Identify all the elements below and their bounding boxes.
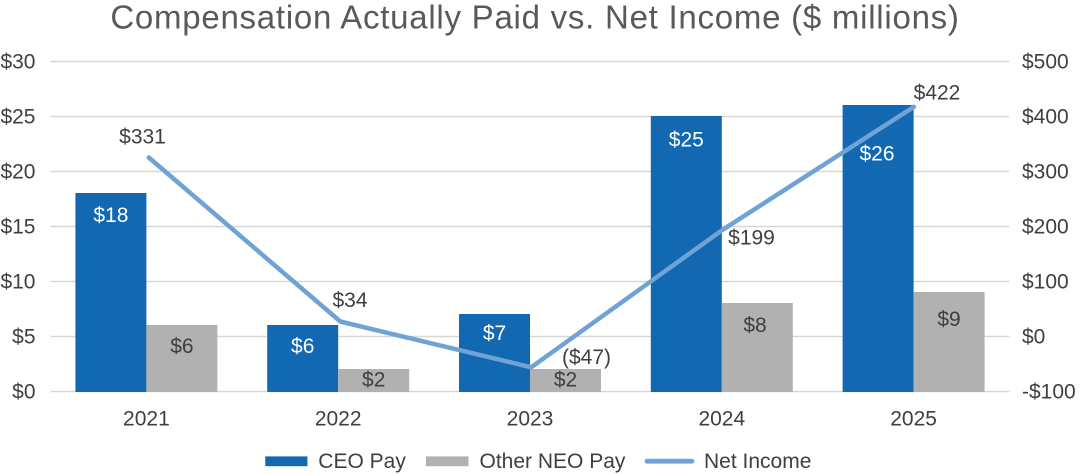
svg-text:$18: $18 xyxy=(93,204,128,227)
svg-text:$500: $500 xyxy=(1022,51,1069,74)
svg-text:($47): ($47) xyxy=(562,346,611,369)
svg-text:Other NEO Pay: Other NEO Pay xyxy=(480,450,626,473)
svg-text:2022: 2022 xyxy=(315,408,362,431)
svg-text:$34: $34 xyxy=(332,289,367,312)
svg-text:$6: $6 xyxy=(170,335,193,358)
svg-text:$2: $2 xyxy=(362,369,385,392)
svg-text:2025: 2025 xyxy=(890,408,937,431)
svg-text:$422: $422 xyxy=(914,82,961,105)
svg-text:$8: $8 xyxy=(743,314,766,337)
svg-text:2021: 2021 xyxy=(123,408,170,431)
svg-text:$9: $9 xyxy=(937,308,960,331)
svg-text:$30: $30 xyxy=(0,51,35,74)
svg-text:Compensation Actually Paid vs.: Compensation Actually Paid vs. Net Incom… xyxy=(110,0,959,36)
svg-text:-$100: -$100 xyxy=(1022,381,1076,404)
svg-text:$400: $400 xyxy=(1022,106,1069,129)
svg-text:$0: $0 xyxy=(1022,326,1045,349)
svg-text:$20: $20 xyxy=(0,161,35,184)
svg-text:$100: $100 xyxy=(1022,271,1069,294)
svg-text:Net Income: Net Income xyxy=(704,450,811,473)
svg-text:$26: $26 xyxy=(859,143,894,166)
svg-text:2024: 2024 xyxy=(698,408,745,431)
svg-text:$6: $6 xyxy=(291,335,314,358)
svg-text:$199: $199 xyxy=(728,227,775,250)
svg-text:CEO Pay: CEO Pay xyxy=(318,450,406,473)
svg-text:$10: $10 xyxy=(0,271,35,294)
svg-text:$25: $25 xyxy=(0,106,35,129)
svg-text:$7: $7 xyxy=(483,322,506,345)
svg-text:$0: $0 xyxy=(12,381,35,404)
svg-text:2023: 2023 xyxy=(507,408,554,431)
svg-text:$15: $15 xyxy=(0,216,35,239)
svg-text:$200: $200 xyxy=(1022,216,1069,239)
svg-text:$2: $2 xyxy=(554,369,577,392)
svg-text:$5: $5 xyxy=(12,326,35,349)
svg-text:$300: $300 xyxy=(1022,161,1069,184)
svg-text:$25: $25 xyxy=(669,128,704,151)
svg-text:$331: $331 xyxy=(119,126,166,149)
